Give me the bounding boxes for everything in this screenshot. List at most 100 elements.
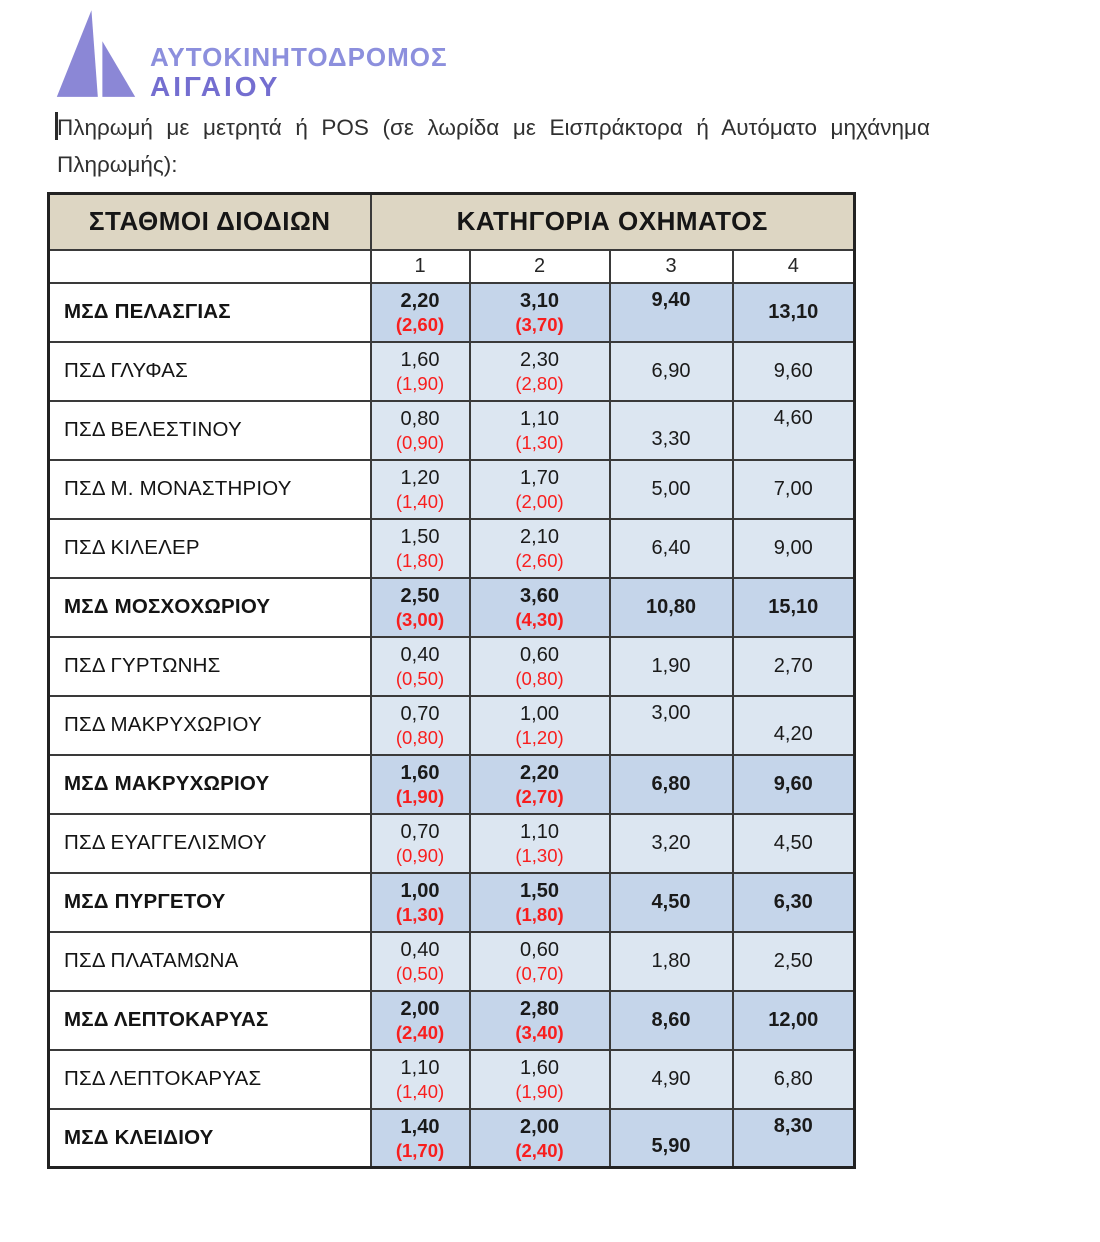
table-row: ΠΣΔ ΠΛΑΤΑΜΩΝΑ 0,40 (0,50) 0,60 (0,70) 1,80 2,5… xyxy=(47,930,856,992)
station-name-cell: ΜΣΔ ΜΟΣΧΟΧΩΡΙΟΥ xyxy=(47,576,372,638)
table-header-row: ΣΤΑΘΜΟΙ ΔΙΟΔΙΩΝ ΚΑΤΗΓΟΡΙΑ ΟΧΗΜΑΤΟΣ xyxy=(47,192,856,251)
price-cell-cat2: 1,60 (1,90) xyxy=(468,1048,611,1110)
discount-price-value: (2,40) xyxy=(395,1021,445,1043)
discount-price-value: (2,40) xyxy=(515,1139,564,1161)
intro-line-1: Πληρωμή με μετρητά ή POS (σε λωρίδα με Ε… xyxy=(57,115,930,140)
price-cell-cat3: 3,00 xyxy=(608,694,734,756)
price-value: 0,40 xyxy=(400,643,440,666)
discount-price-value: (3,70) xyxy=(515,313,564,335)
discount-price-value: (1,70) xyxy=(395,1139,445,1161)
price-cell-cat2: 1,70 (2,00) xyxy=(468,458,611,520)
price-value: 2,20 xyxy=(400,289,440,312)
discount-price-value: (1,30) xyxy=(395,903,445,925)
discount-price-value: (0,50) xyxy=(395,962,445,984)
table-row: ΠΣΔ ΕΥΑΓΓΕΛΙΣΜΟΥ 0,70 (0,90) 1,10 (1,30) 3,20… xyxy=(47,812,856,874)
price-cell-cat1: 0,70 (0,90) xyxy=(369,812,471,874)
price-cell-cat4: 4,60 xyxy=(731,399,856,461)
price-value: 1,60 xyxy=(520,1056,559,1079)
discount-price-value: (3,40) xyxy=(515,1021,564,1043)
station-name-cell: ΜΣΔ ΠΕΛΑΣΓΙΑΣ xyxy=(47,281,372,343)
station-name-cell: ΜΣΔ ΛΕΠΤΟΚΑΡΥΑΣ xyxy=(47,989,372,1051)
price-cell-cat3: 6,90 xyxy=(608,340,734,402)
station-name-cell: ΠΣΔ Μ. ΜΟΝΑΣΤΗΡΙΟΥ xyxy=(47,458,372,520)
price-cell-cat3: 6,40 xyxy=(608,517,734,579)
price-cell-cat1: 1,60 (1,90) xyxy=(369,340,471,402)
price-value: 1,20 xyxy=(400,466,440,489)
price-cell-cat1: 2,50 (3,00) xyxy=(369,576,471,638)
category-2-header: 2 xyxy=(468,248,611,284)
price-cell-cat4: 9,00 xyxy=(731,517,856,579)
price-cell-cat1: 1,10 (1,40) xyxy=(369,1048,471,1110)
price-cell-cat3: 1,90 xyxy=(608,635,734,697)
station-name-cell: ΠΣΔ ΚΙΛΕΛΕΡ xyxy=(47,517,372,579)
station-name-cell: ΠΣΔ ΕΥΑΓΓΕΛΙΣΜΟΥ xyxy=(47,812,372,874)
price-cell-cat2: 1,00 (1,20) xyxy=(468,694,611,756)
price-value: 0,60 xyxy=(520,643,559,666)
price-value: 3,60 xyxy=(520,584,559,607)
price-value: 0,60 xyxy=(520,938,559,961)
category-numbers-row: 1 2 3 4 xyxy=(47,248,856,284)
discount-price-value: (2,60) xyxy=(395,313,445,335)
price-cell-cat2: 2,00 (2,40) xyxy=(468,1107,611,1169)
station-name-cell: ΜΣΔ ΜΑΚΡΥΧΩΡΙΟΥ xyxy=(47,753,372,815)
price-value: 1,60 xyxy=(400,761,440,784)
station-name-cell: ΠΣΔ ΜΑΚΡΥΧΩΡΙΟΥ xyxy=(47,694,372,756)
price-value: 2,00 xyxy=(520,1115,559,1138)
price-cell-cat4: 2,50 xyxy=(731,930,856,992)
price-value: 1,40 xyxy=(400,1115,440,1138)
price-cell-cat3: 5,00 xyxy=(608,458,734,520)
price-cell-cat4: 9,60 xyxy=(731,340,856,402)
table-row: ΠΣΔ ΛΕΠΤΟΚΑΡΥΑΣ 1,10 (1,40) 1,60 (1,90) 4,90 6… xyxy=(47,1048,856,1110)
discount-price-value: (1,90) xyxy=(395,372,445,394)
logo: ΑΥΤΟΚΙΝΗΤΟΔΡΟΜΟΣ ΑΙΓΑΙΟΥ xyxy=(55,6,448,102)
category-4-header: 4 xyxy=(731,248,856,284)
table-row: ΠΣΔ ΒΕΛΕΣΤΙΝΟΥ 0,80 (0,90) 1,10 (1,30) 3,30 4,… xyxy=(47,399,856,461)
discount-price-value: (1,40) xyxy=(395,490,445,512)
table-row: ΜΣΔ ΜΟΣΧΟΧΩΡΙΟΥ 2,50 (3,00) 3,60 (4,30) 10,80… xyxy=(47,576,856,638)
price-cell-cat1: 1,50 (1,80) xyxy=(369,517,471,579)
price-value: 2,50 xyxy=(400,584,440,607)
station-name-cell: ΠΣΔ ΓΥΡΤΩΝΗΣ xyxy=(47,635,372,697)
discount-price-value: (1,30) xyxy=(515,844,564,866)
price-cell-cat4: 6,30 xyxy=(731,871,856,933)
discount-price-value: (2,00) xyxy=(515,490,564,512)
price-cell-cat4: 4,50 xyxy=(731,812,856,874)
discount-price-value: (1,40) xyxy=(395,1080,445,1102)
price-value: 1,10 xyxy=(520,820,559,843)
price-cell-cat2: 2,30 (2,80) xyxy=(468,340,611,402)
price-value: 0,80 xyxy=(400,407,440,430)
stations-header-cell: ΣΤΑΘΜΟΙ ΔΙΟΔΙΩΝ xyxy=(47,192,372,251)
table-row: ΠΣΔ ΓΥΡΤΩΝΗΣ 0,40 (0,50) 0,60 (0,80) 1,90 2,70 xyxy=(47,635,856,697)
price-value: 1,50 xyxy=(520,879,559,902)
station-name-cell: ΜΣΔ ΠΥΡΓΕΤΟΥ xyxy=(47,871,372,933)
price-cell-cat2: 0,60 (0,70) xyxy=(468,930,611,992)
price-value: 2,20 xyxy=(520,761,559,784)
price-value: 0,40 xyxy=(400,938,440,961)
price-cell-cat1: 1,20 (1,40) xyxy=(369,458,471,520)
logo-company-name-line2: ΑΙΓΑΙΟΥ xyxy=(150,71,281,103)
price-cell-cat1: 1,60 (1,90) xyxy=(369,753,471,815)
intro-line-2: Πληρωμής): xyxy=(57,152,178,177)
price-value: 2,30 xyxy=(520,348,559,371)
empty-header-cell xyxy=(47,248,372,284)
price-value: 2,80 xyxy=(520,997,559,1020)
price-value: 1,00 xyxy=(520,702,559,725)
price-cell-cat4: 9,60 xyxy=(731,753,856,815)
station-name-cell: ΠΣΔ ΓΛΥΦΑΣ xyxy=(47,340,372,402)
price-cell-cat1: 0,70 (0,80) xyxy=(369,694,471,756)
logo-company-name-line1: ΑΥΤΟΚΙΝΗΤΟΔΡΟΜΟΣ xyxy=(150,42,448,72)
price-cell-cat1: 0,40 (0,50) xyxy=(369,635,471,697)
table-row: ΠΣΔ Μ. ΜΟΝΑΣΤΗΡΙΟΥ 1,20 (1,40) 1,70 (2,00) 5,… xyxy=(47,458,856,520)
vehicle-category-header-cell: ΚΑΤΗΓΟΡΙΑ ΟΧΗΜΑΤΟΣ xyxy=(369,192,856,251)
table-row: ΜΣΔ ΛΕΠΤΟΚΑΡΥΑΣ 2,00 (2,40) 2,80 (3,40) 8,60 1… xyxy=(47,989,856,1051)
price-cell-cat4: 15,10 xyxy=(731,576,856,638)
price-cell-cat1: 0,40 (0,50) xyxy=(369,930,471,992)
price-cell-cat4: 13,10 xyxy=(731,281,856,343)
price-cell-cat4: 2,70 xyxy=(731,635,856,697)
price-cell-cat3: 3,20 xyxy=(608,812,734,874)
price-value: 3,10 xyxy=(520,289,559,312)
price-cell-cat3: 5,90 xyxy=(608,1107,734,1169)
discount-price-value: (0,90) xyxy=(395,431,445,453)
discount-price-value: (0,70) xyxy=(515,962,564,984)
price-cell-cat4: 7,00 xyxy=(731,458,856,520)
